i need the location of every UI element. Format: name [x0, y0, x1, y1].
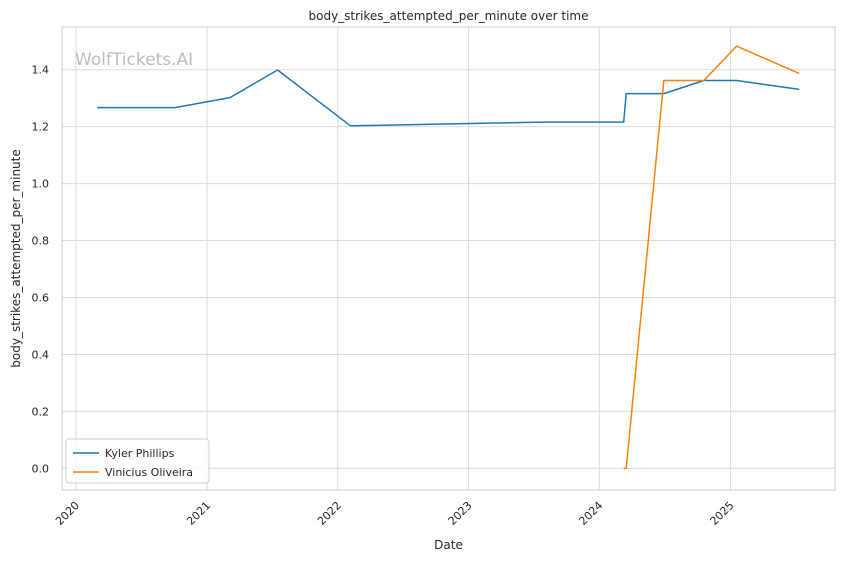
x-axis-label: Date: [434, 538, 463, 552]
y-axis-label: body_strikes_attempted_per_minute: [9, 149, 23, 367]
series-line-2: [623, 45, 800, 470]
legend-entry: Vinicius Oliveira: [105, 466, 193, 479]
legend-box: [65, 438, 210, 484]
y-tick-label: 0.8: [32, 235, 50, 248]
grid-lines: [62, 27, 835, 490]
series-line-1: [97, 69, 800, 127]
y-tick-label: 1.0: [32, 178, 50, 191]
y-tick-label: 0.4: [32, 348, 50, 361]
chart-title: body_strikes_attempted_per_minute over t…: [309, 9, 589, 23]
y-tick-label: 0.2: [32, 405, 50, 418]
legend-entry: Kyler Phillips: [105, 447, 175, 460]
y-tick-label: 1.4: [32, 64, 50, 77]
y-tick-label: 0.6: [32, 292, 50, 305]
y-tick-label: 0.0: [32, 462, 50, 475]
y-tick-labels: 0.0 0.2 0.4 0.6 0.8 1.0 1.2 1.4: [32, 64, 50, 476]
series-group: [97, 45, 800, 470]
legend: Kyler Phillips Vinicius Oliveira: [65, 438, 210, 484]
plot-frame: [61, 26, 836, 491]
y-tick-label: 1.2: [32, 121, 50, 134]
watermark-text: WolfTickets.AI: [75, 50, 193, 70]
